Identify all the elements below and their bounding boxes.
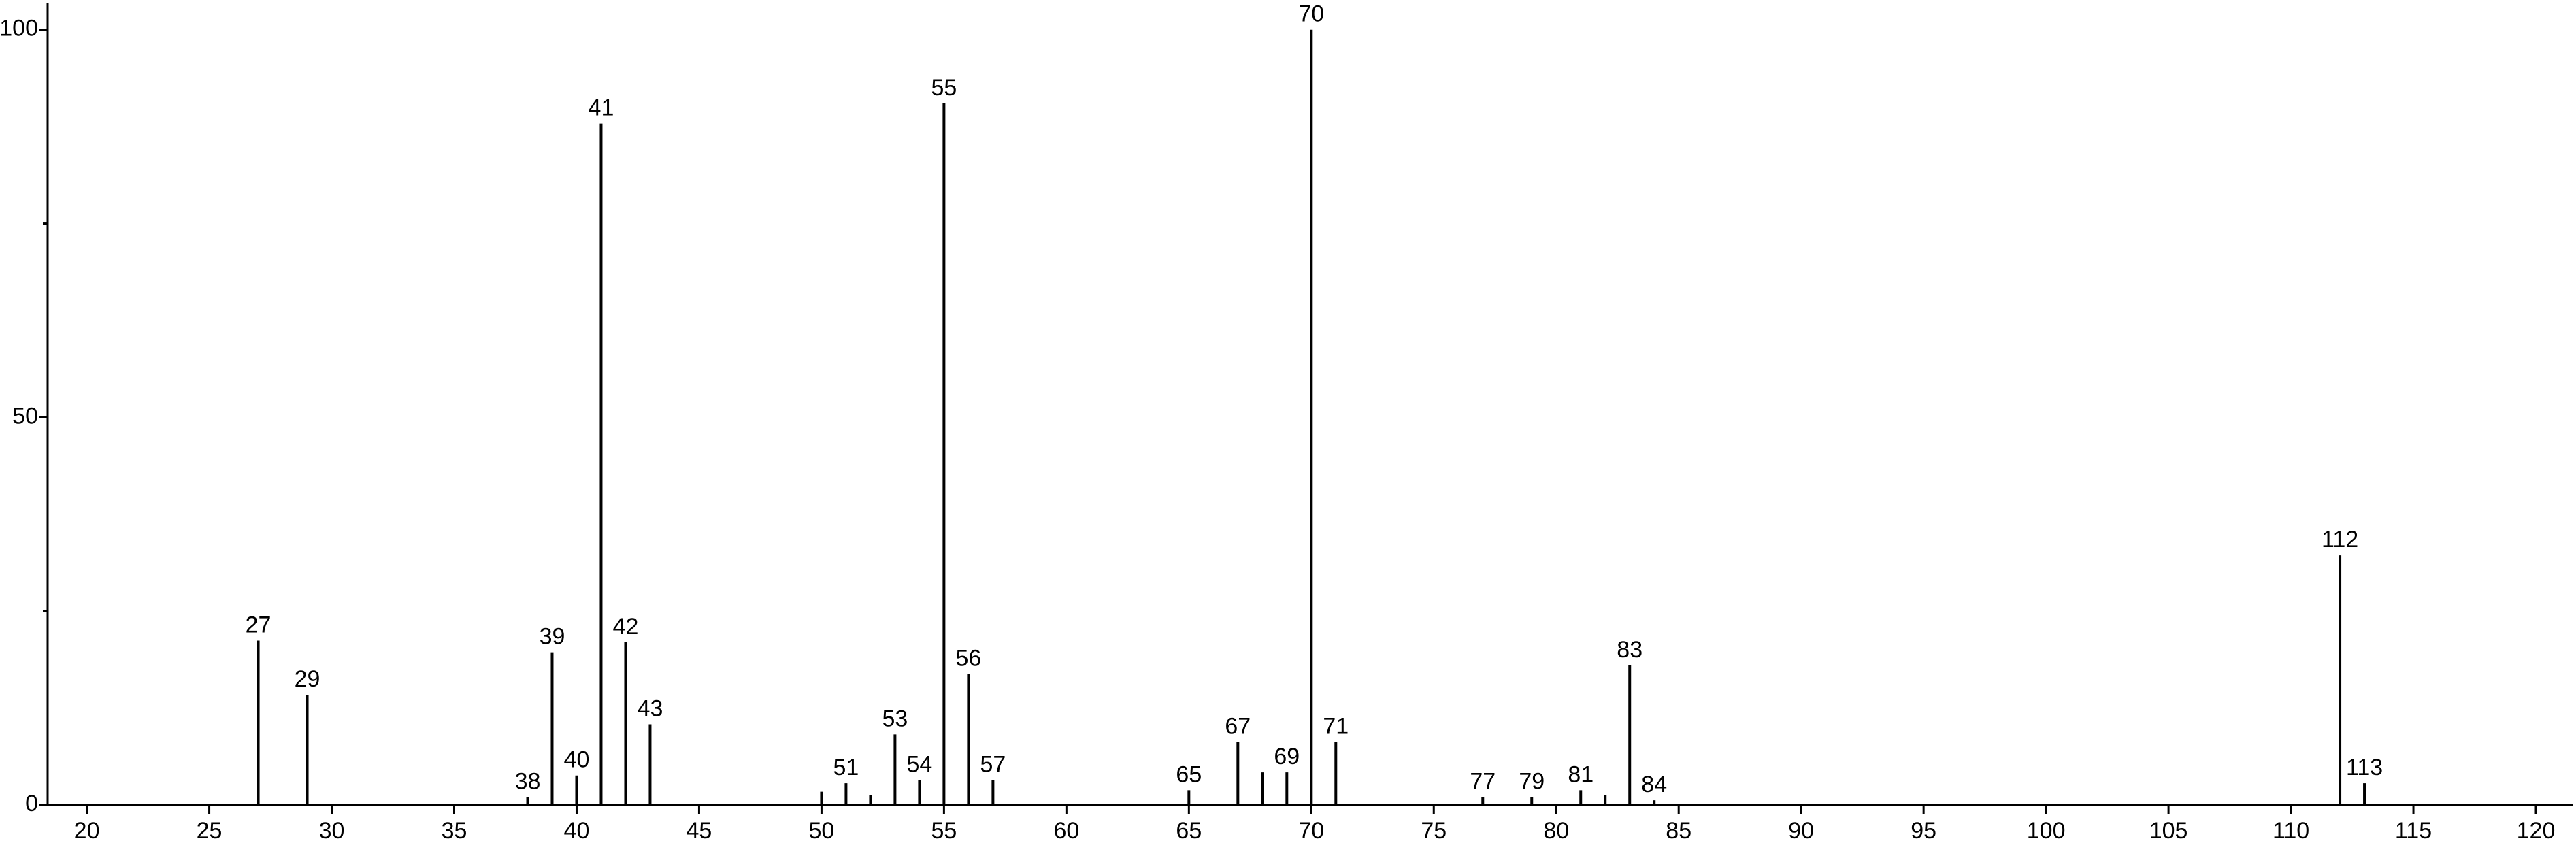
peak-label: 41 <box>589 95 614 121</box>
x-tick-label: 55 <box>931 818 957 841</box>
x-tick-label: 35 <box>442 818 467 841</box>
x-tick-label: 100 <box>2027 818 2066 841</box>
x-tick-label: 120 <box>2517 818 2556 841</box>
peak-label: 70 <box>1298 1 1324 27</box>
x-tick-label: 75 <box>1421 818 1447 841</box>
peak-label: 83 <box>1617 637 1642 663</box>
peak-label: 38 <box>515 769 541 795</box>
x-tick-label: 25 <box>197 818 222 841</box>
x-tick-label: 40 <box>564 818 590 841</box>
peak-label: 79 <box>1519 769 1545 795</box>
peak-label: 65 <box>1176 761 1202 787</box>
x-tick-label: 60 <box>1053 818 1079 841</box>
y-tick-label: 50 <box>12 403 38 429</box>
peak-label: 51 <box>833 755 859 780</box>
x-tick-label: 45 <box>687 818 712 841</box>
x-tick-label: 95 <box>1911 818 1936 841</box>
x-tick-label: 20 <box>74 818 100 841</box>
x-tick-label: 90 <box>1788 818 1814 841</box>
x-tick-label: 105 <box>2149 818 2188 841</box>
peak-label: 54 <box>906 752 932 778</box>
peak-label: 71 <box>1323 714 1349 740</box>
x-tick-label: 110 <box>2273 818 2309 841</box>
x-tick-label: 65 <box>1176 818 1202 841</box>
x-tick-label: 70 <box>1298 818 1324 841</box>
x-tick-label: 115 <box>2395 818 2432 841</box>
peak-label: 53 <box>882 706 908 731</box>
peak-label: 81 <box>1568 761 1594 787</box>
x-tick-label: 80 <box>1543 818 1569 841</box>
peak-label: 42 <box>613 614 639 640</box>
peak-label: 40 <box>564 747 590 773</box>
peak-label: 39 <box>540 624 565 650</box>
y-tick-label: 100 <box>0 16 38 42</box>
peak-label: 57 <box>980 752 1006 778</box>
peak-label: 43 <box>638 696 663 722</box>
peak-label: 55 <box>931 75 957 101</box>
peak-label: 27 <box>246 612 271 638</box>
peak-label: 77 <box>1470 769 1496 795</box>
peak-label: 113 <box>2346 755 2383 780</box>
y-tick-label: 0 <box>25 791 38 817</box>
peak-label: 29 <box>295 666 320 692</box>
peak-label: 67 <box>1225 714 1251 740</box>
peak-label: 69 <box>1274 744 1300 770</box>
x-tick-label: 85 <box>1666 818 1691 841</box>
x-tick-label: 50 <box>809 818 835 841</box>
peak-label: 84 <box>1641 772 1667 797</box>
peak-label: 56 <box>955 645 981 671</box>
x-tick-label: 30 <box>319 818 345 841</box>
peak-label: 112 <box>2322 527 2358 553</box>
